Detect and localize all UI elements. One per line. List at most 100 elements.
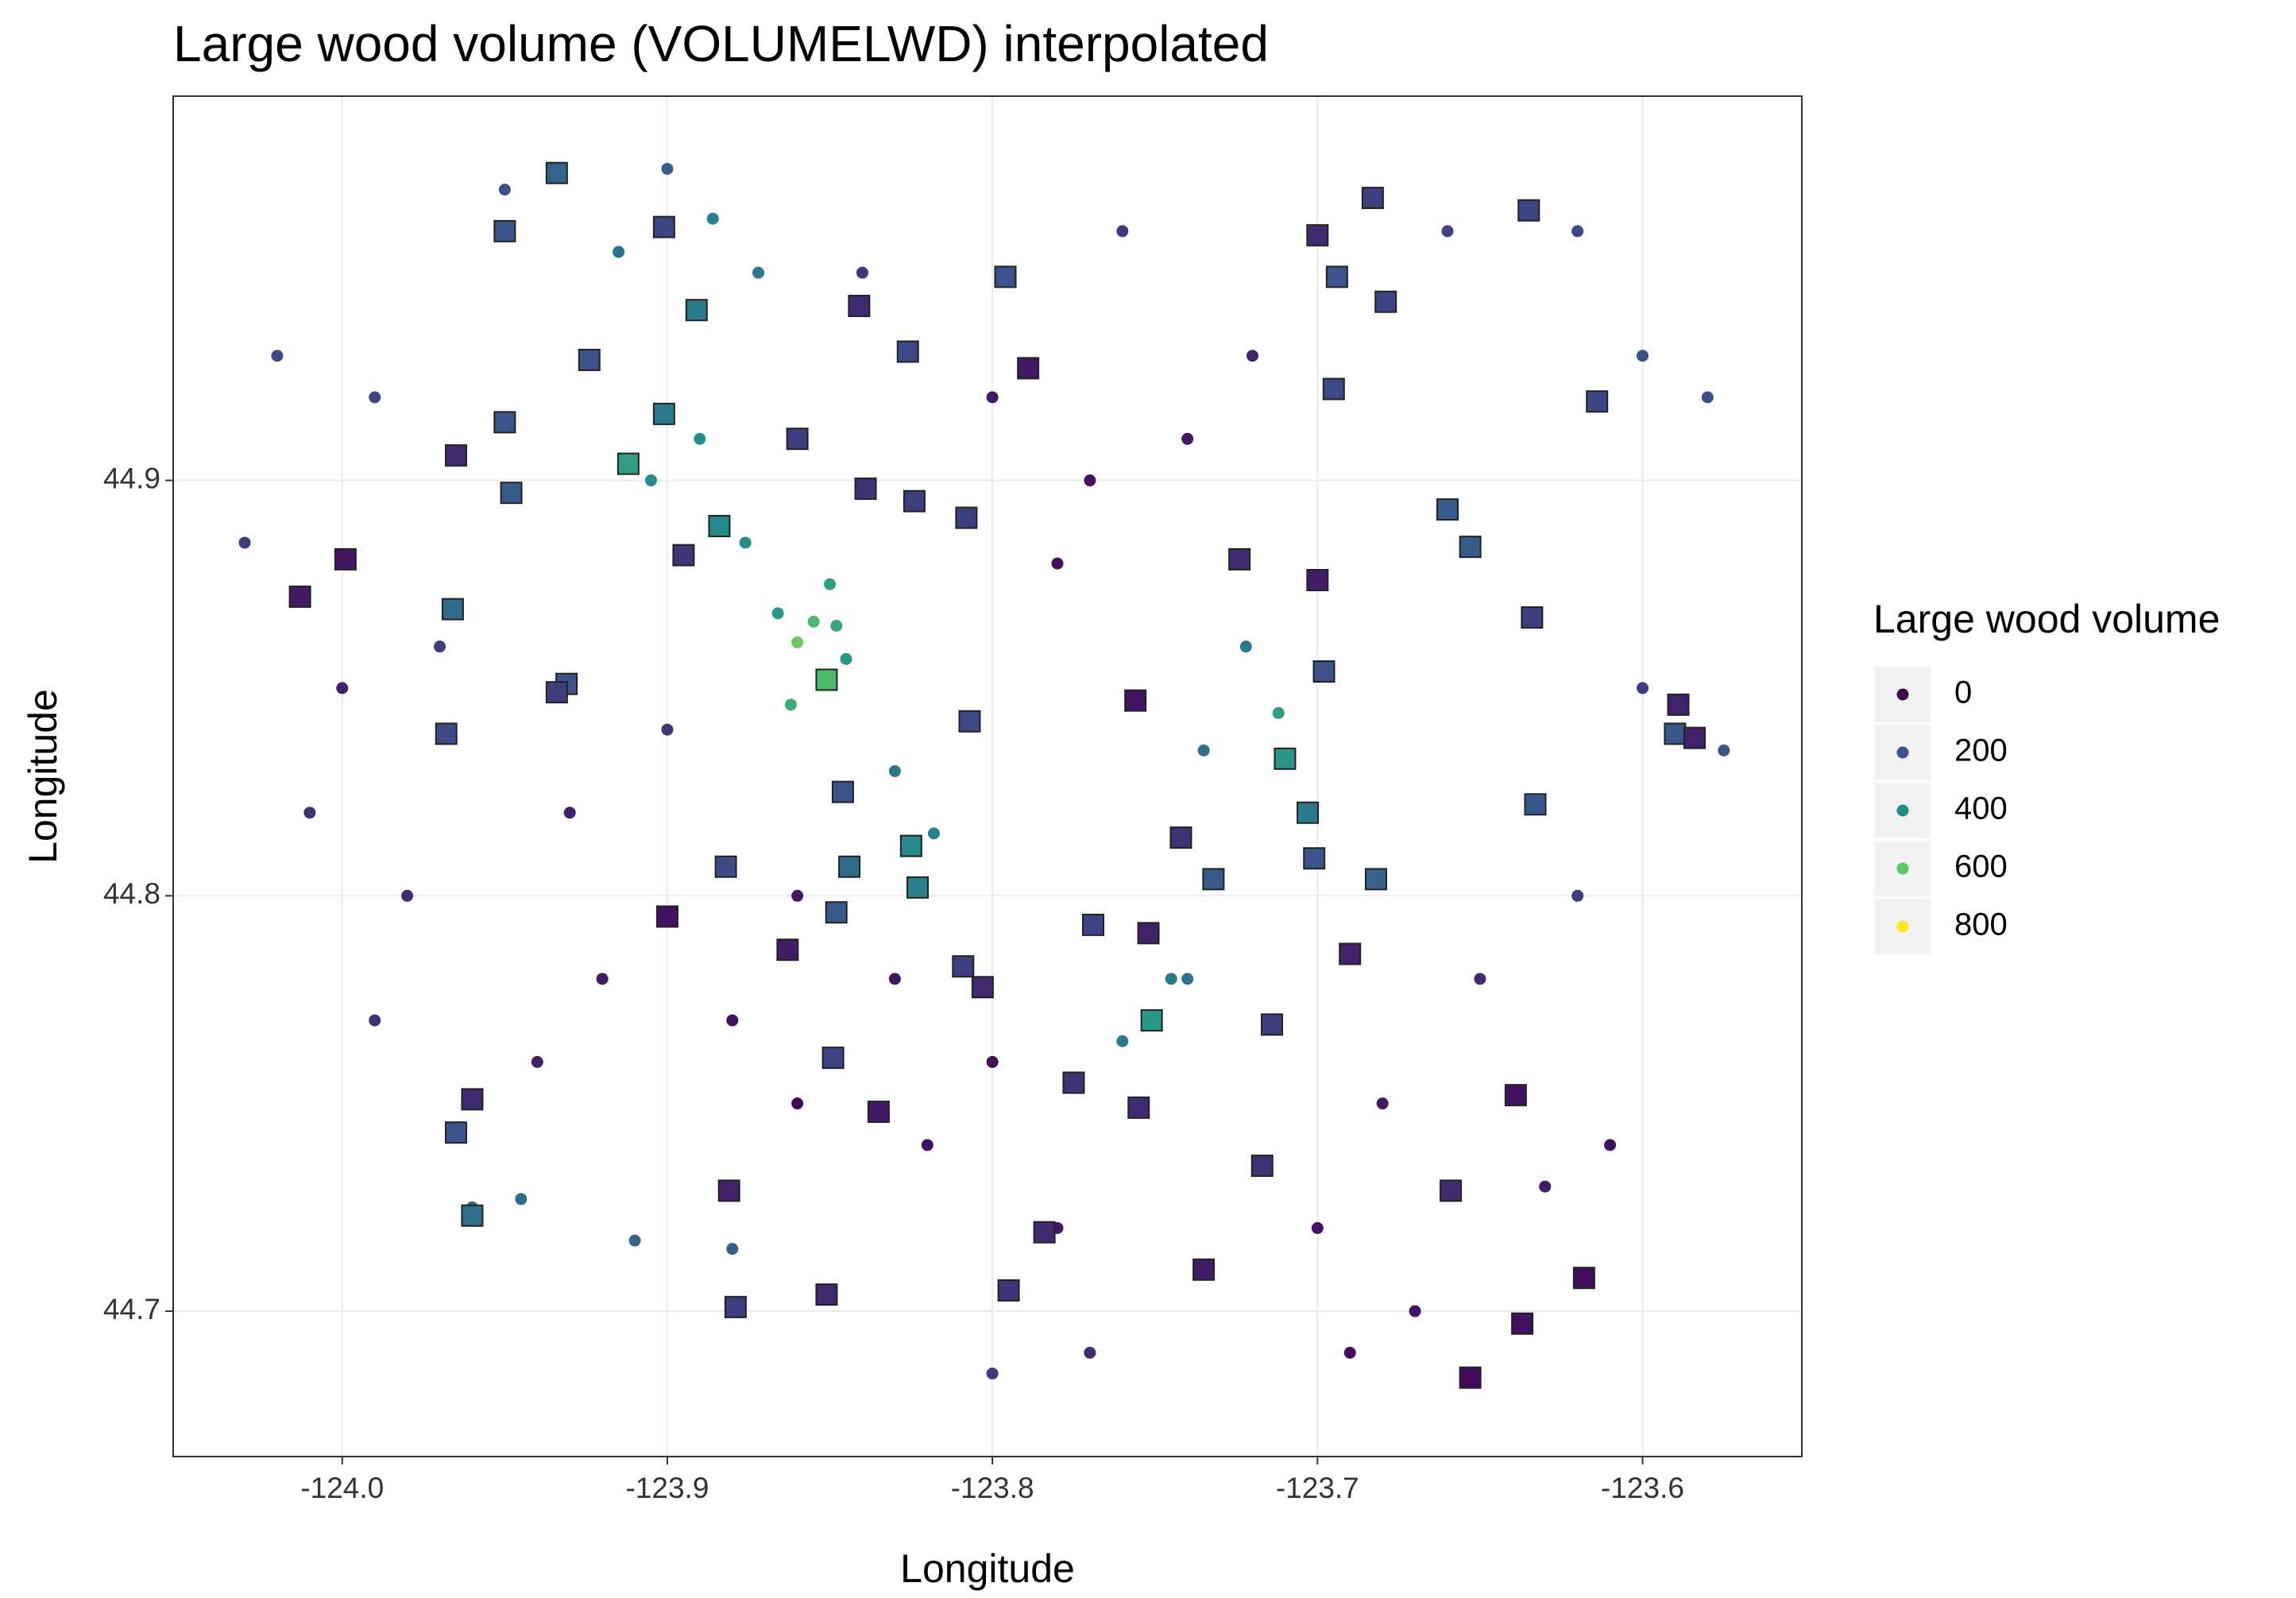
- interpolated-point: [596, 973, 609, 985]
- interpolated-point: [563, 807, 576, 819]
- sample-point: [1124, 689, 1147, 712]
- sample-point: [1572, 1267, 1595, 1290]
- interpolated-point: [1571, 889, 1584, 902]
- sample-point: [1228, 547, 1251, 571]
- interpolated-point: [1197, 744, 1210, 756]
- interpolated-point: [1441, 225, 1454, 238]
- sample-point: [1683, 726, 1706, 749]
- sample-point: [854, 477, 877, 500]
- interpolated-point: [784, 698, 797, 711]
- sample-point: [1436, 498, 1459, 521]
- sample-point: [848, 294, 871, 317]
- legend-symbol: [1896, 862, 1909, 875]
- interpolated-point: [515, 1193, 528, 1205]
- interpolated-point: [1246, 350, 1258, 362]
- sample-point: [1664, 722, 1687, 745]
- sample-point: [652, 215, 675, 238]
- sample-point: [493, 219, 516, 242]
- sample-point: [652, 402, 675, 425]
- interpolated-point: [888, 764, 901, 777]
- interpolated-point: [726, 1014, 739, 1027]
- y-axis-title: Longitude: [21, 689, 65, 864]
- legend-title: Large wood volume: [1873, 597, 2220, 641]
- sample-point: [1017, 357, 1040, 380]
- interpolated-point: [986, 391, 999, 404]
- interpolated-point: [1084, 474, 1096, 487]
- sample-point: [1261, 1013, 1284, 1036]
- sample-point: [724, 1295, 747, 1318]
- sample-point: [955, 506, 978, 529]
- sample-point: [831, 780, 854, 803]
- sample-point: [776, 938, 799, 962]
- sample-point: [444, 1121, 467, 1144]
- sample-point: [1306, 569, 1329, 592]
- sample-point: [1127, 1096, 1150, 1119]
- sample-point: [906, 876, 930, 899]
- interpolated-point: [771, 607, 784, 620]
- sample-point: [545, 681, 568, 704]
- interpolated-point: [1539, 1180, 1552, 1193]
- sample-point: [1325, 265, 1348, 288]
- interpolated-point: [238, 536, 251, 549]
- interpolated-point: [1051, 557, 1064, 570]
- sample-point: [815, 1283, 838, 1306]
- sample-point: [1517, 199, 1540, 222]
- interpolated-point: [986, 1055, 999, 1068]
- sample-point: [821, 1047, 845, 1070]
- interpolated-point: [644, 474, 657, 487]
- interpolated-point: [613, 246, 625, 258]
- sample-point: [1297, 801, 1320, 824]
- interpolated-point: [726, 1243, 739, 1256]
- sample-point: [1459, 1366, 1482, 1389]
- plot-background: [173, 96, 1802, 1457]
- interpolated-point: [498, 184, 511, 196]
- y-tick-label: 44.7: [103, 1293, 160, 1325]
- interpolated-point: [434, 640, 446, 653]
- interpolated-point: [791, 889, 804, 902]
- sample-point: [672, 544, 695, 567]
- interpolated-point: [694, 432, 706, 445]
- sample-point: [461, 1088, 484, 1111]
- sample-point: [1504, 1084, 1527, 1107]
- sample-point: [655, 905, 678, 928]
- sample-point: [500, 482, 523, 505]
- interpolated-point: [1571, 225, 1584, 238]
- interpolated-point: [1376, 1097, 1389, 1110]
- x-tick-label: -123.9: [625, 1472, 709, 1504]
- legend-label: 600: [1954, 849, 2008, 884]
- sample-point: [714, 855, 737, 878]
- interpolated-point: [1409, 1305, 1421, 1317]
- interpolated-point: [1181, 432, 1194, 445]
- interpolated-point: [927, 827, 940, 840]
- legend-label: 800: [1954, 907, 2008, 942]
- sample-point: [958, 710, 981, 733]
- interpolated-point: [1604, 1139, 1617, 1151]
- sample-point: [1586, 390, 1609, 413]
- sample-point: [708, 515, 731, 538]
- sample-point: [441, 598, 464, 621]
- interpolated-point: [303, 807, 316, 819]
- interpolated-point: [1239, 640, 1252, 653]
- interpolated-point: [1272, 706, 1285, 719]
- sample-point: [1374, 290, 1397, 313]
- x-tick-label: -123.8: [951, 1472, 1034, 1504]
- interpolated-point: [791, 1097, 804, 1110]
- sample-point: [903, 489, 926, 513]
- sample-point: [435, 722, 458, 745]
- sample-point: [578, 348, 601, 371]
- interpolated-point: [271, 350, 284, 362]
- interpolated-point: [1181, 973, 1194, 985]
- interpolated-point: [1165, 973, 1177, 985]
- x-tick-label: -123.6: [1601, 1472, 1684, 1504]
- interpolated-point: [369, 391, 381, 404]
- sample-point: [994, 265, 1017, 288]
- interpolated-point: [1311, 1221, 1324, 1234]
- sample-point: [1062, 1071, 1085, 1094]
- sample-point: [1322, 377, 1345, 400]
- interpolated-point: [706, 212, 719, 225]
- interpolated-point: [1637, 350, 1649, 362]
- legend-label: 0: [1954, 675, 1972, 710]
- x-tick-label: -124.0: [300, 1472, 384, 1504]
- interpolated-point: [531, 1055, 543, 1068]
- sample-point: [815, 668, 838, 691]
